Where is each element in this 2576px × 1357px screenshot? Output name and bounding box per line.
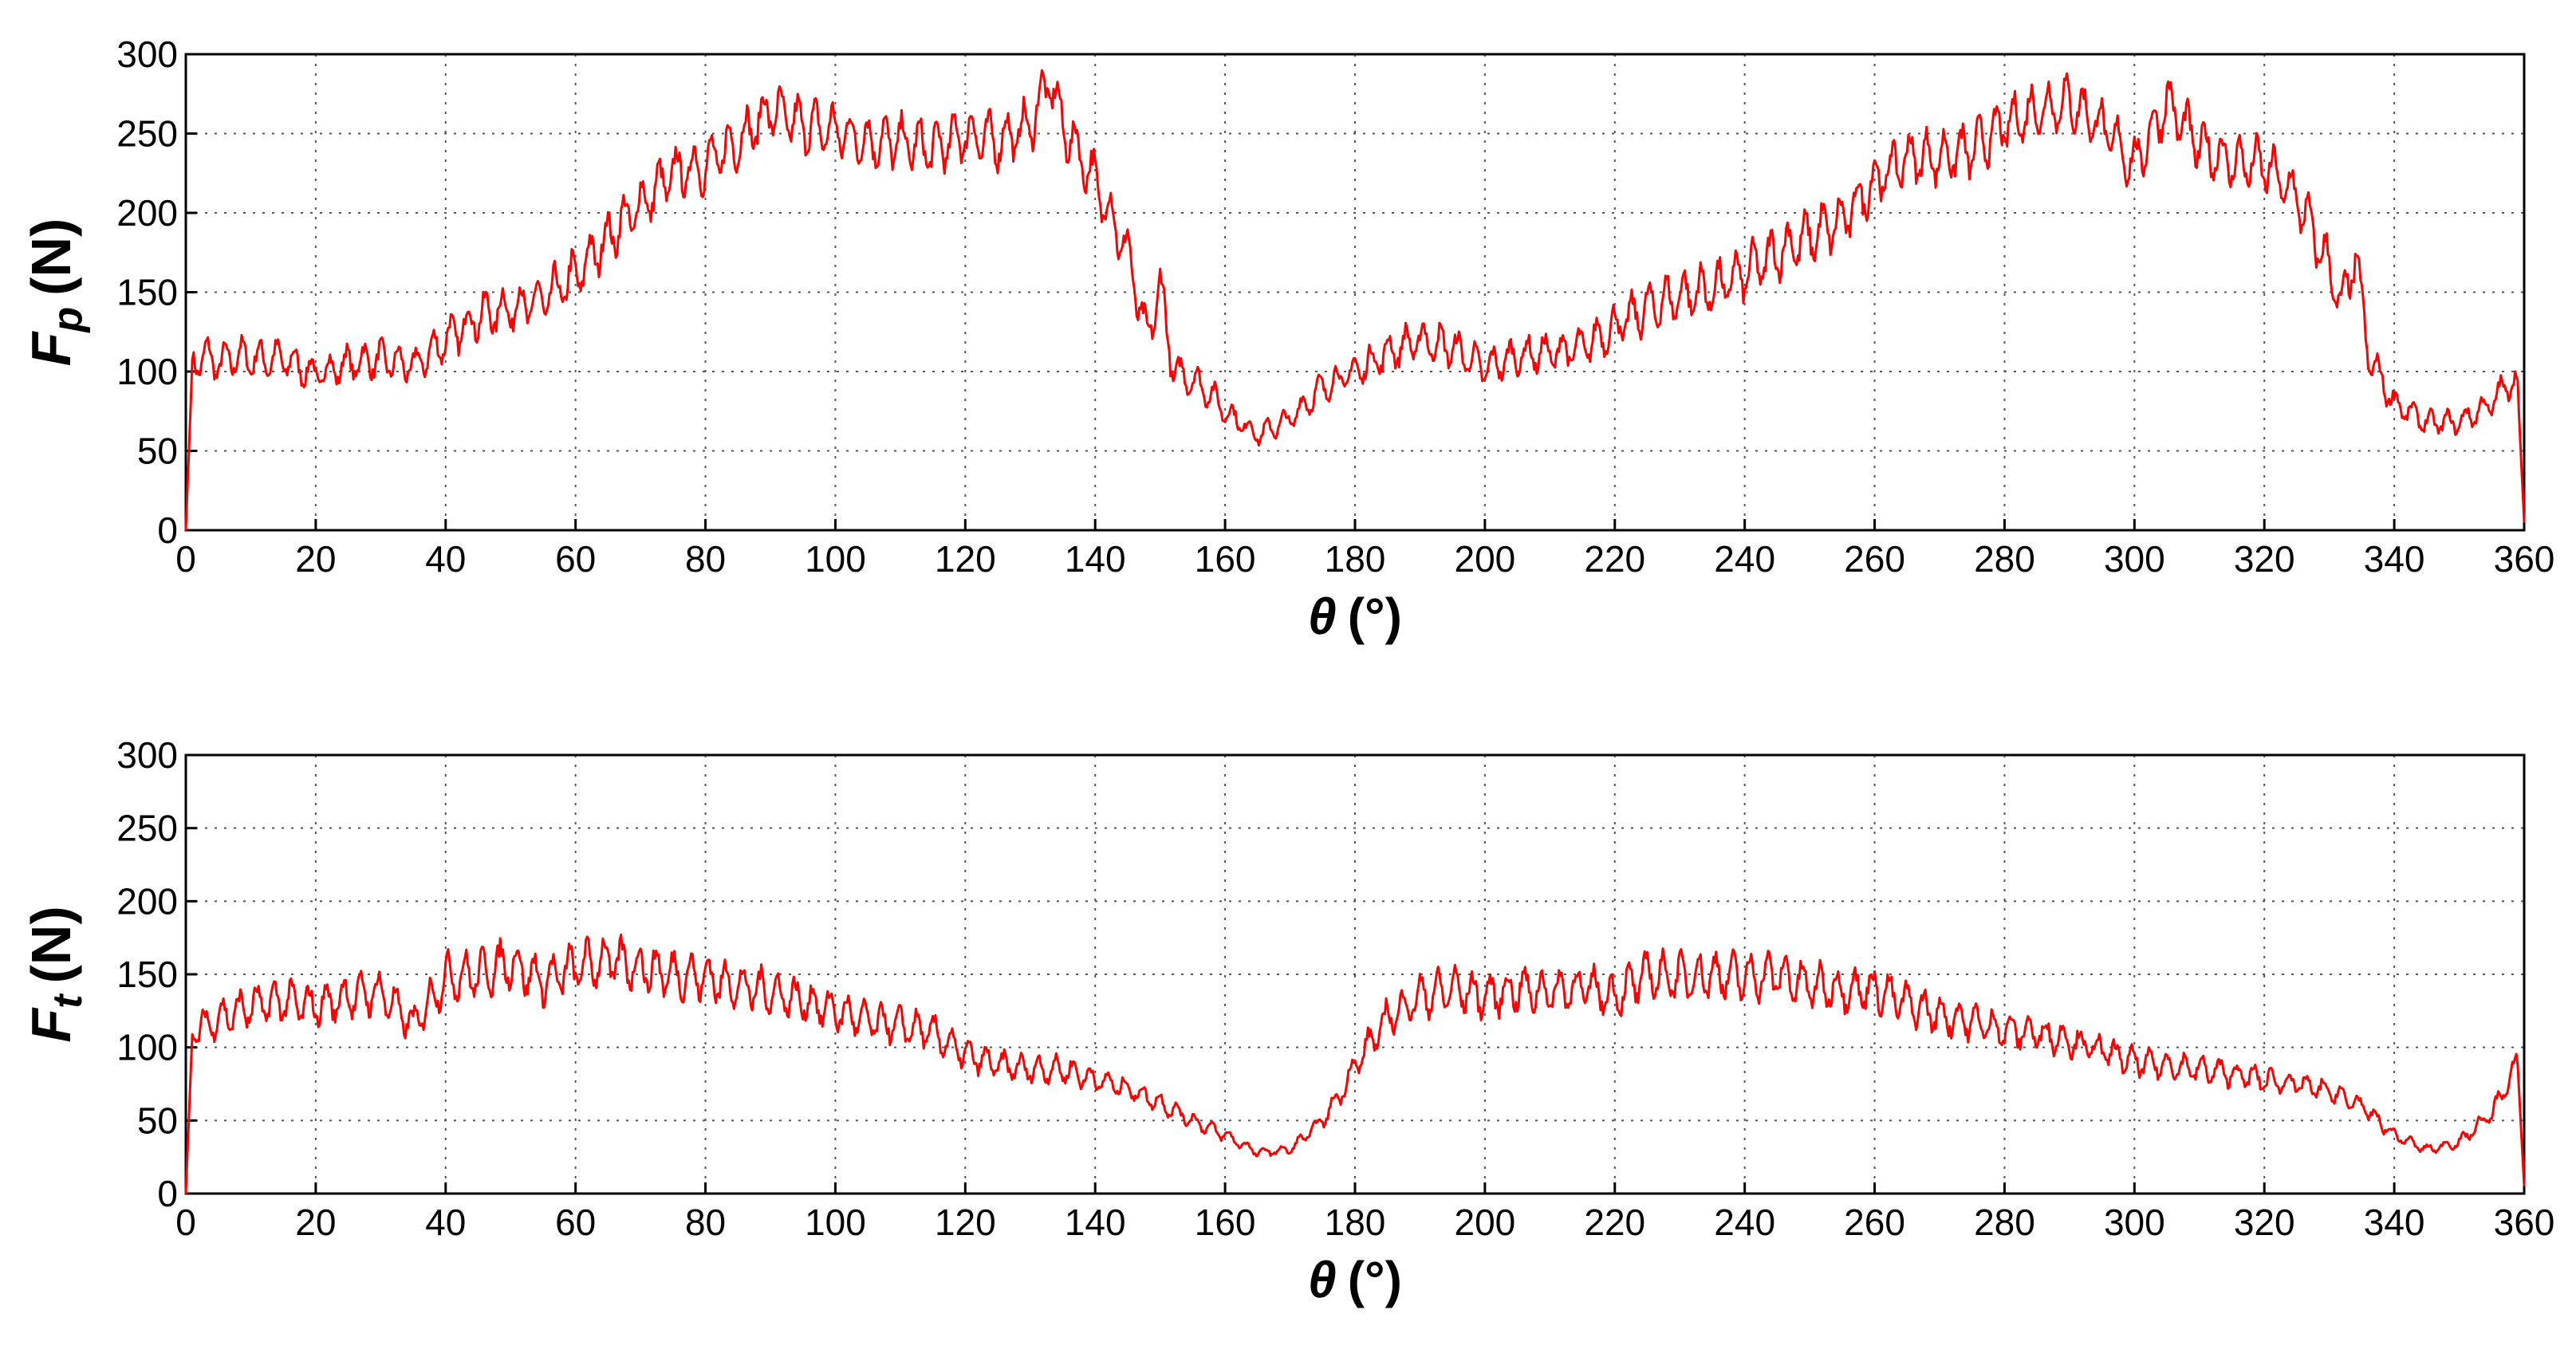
x-tick-label: 320 <box>2234 1202 2295 1243</box>
x-axis-label: θ (°) <box>1308 1251 1402 1308</box>
x-tick-label: 280 <box>1974 1202 2035 1243</box>
x-tick-label: 0 <box>175 538 196 580</box>
x-tick-label: 340 <box>2364 1202 2425 1243</box>
x-tick-label: 240 <box>1714 538 1775 580</box>
x-tick-label: 120 <box>935 1202 996 1243</box>
y-axis-symbol: F <box>20 330 82 366</box>
x-axis-label: θ (°) <box>1308 588 1402 645</box>
x-tick-label: 160 <box>1195 1202 1256 1243</box>
y-axis-unit: (N) <box>20 906 82 983</box>
y-axis-unit: (N) <box>20 218 82 296</box>
chart-panel-2: 0 20 40 60 80 100 120 140 160 180 200 220 240 260 280 3… <box>20 734 2554 1308</box>
x-tick-label: 300 <box>2104 1202 2165 1243</box>
x-tick-label: 120 <box>935 538 996 580</box>
chart-panel-1: 0 20 40 60 80 100 120 140 160 180 200 220 240 260 280 3… <box>20 33 2554 645</box>
x-axis-unit: (°) <box>1348 1251 1402 1308</box>
x-axis-symbol: θ <box>1308 588 1337 645</box>
x-tick-label: 140 <box>1065 538 1126 580</box>
y-tick-label: 150 <box>116 954 178 995</box>
y-tick-label: 0 <box>157 1173 178 1214</box>
x-tick-label: 20 <box>295 1202 336 1243</box>
y-axis-subscript: p <box>45 307 91 334</box>
y-tick-label: 150 <box>116 272 178 313</box>
x-tick-label: 220 <box>1584 1202 1645 1243</box>
y-tick-label: 50 <box>137 1099 178 1141</box>
y-axis-subscript: t <box>45 993 91 1009</box>
y-tick-label: 300 <box>116 33 178 75</box>
y-tick-label: 50 <box>137 431 178 472</box>
y-tick-label: 250 <box>116 808 178 849</box>
y-axis-symbol: F <box>20 1007 82 1043</box>
x-tick-label: 360 <box>2494 1202 2555 1243</box>
series-line <box>184 933 2526 1194</box>
x-tick-label: 60 <box>555 1202 596 1243</box>
x-tick-label: 220 <box>1584 538 1645 580</box>
x-tick-label: 0 <box>175 1202 196 1243</box>
x-tick-label: 200 <box>1455 538 1516 580</box>
x-tick-label: 100 <box>805 1202 866 1243</box>
y-axis-label: Ft (N) <box>20 906 91 1042</box>
x-tick-label: 180 <box>1325 538 1386 580</box>
x-tick-label: 320 <box>2234 538 2295 580</box>
x-tick-label: 20 <box>295 538 336 580</box>
x-tick-label: 80 <box>685 538 726 580</box>
x-tick-label: 40 <box>425 538 466 580</box>
x-tick-label: 300 <box>2104 538 2165 580</box>
y-tick-label: 300 <box>116 734 178 776</box>
x-tick-label: 140 <box>1065 1202 1126 1243</box>
y-tick-label: 250 <box>116 113 178 155</box>
y-tick-label: 200 <box>116 192 178 234</box>
x-tick-label: 80 <box>685 1202 726 1243</box>
x-axis-symbol: θ <box>1308 1251 1337 1308</box>
x-tick-label: 360 <box>2494 538 2555 580</box>
x-tick-label: 160 <box>1195 538 1256 580</box>
x-tick-label: 340 <box>2364 538 2425 580</box>
x-tick-label: 200 <box>1455 1202 1516 1243</box>
x-tick-label: 100 <box>805 538 866 580</box>
y-axis-label: Fp (N) <box>20 218 91 367</box>
series-line <box>184 69 2526 531</box>
x-tick-label: 60 <box>555 538 596 580</box>
x-axis-unit: (°) <box>1348 588 1402 645</box>
x-tick-label: 240 <box>1714 1202 1775 1243</box>
x-tick-label: 180 <box>1325 1202 1386 1243</box>
x-tick-label: 260 <box>1844 538 1905 580</box>
x-tick-label: 260 <box>1844 1202 1905 1243</box>
x-tick-label: 280 <box>1974 538 2035 580</box>
y-tick-label: 100 <box>116 351 178 392</box>
y-tick-label: 100 <box>116 1027 178 1068</box>
y-tick-label: 200 <box>116 880 178 922</box>
x-tick-label: 40 <box>425 1202 466 1243</box>
y-tick-label: 0 <box>157 509 178 551</box>
